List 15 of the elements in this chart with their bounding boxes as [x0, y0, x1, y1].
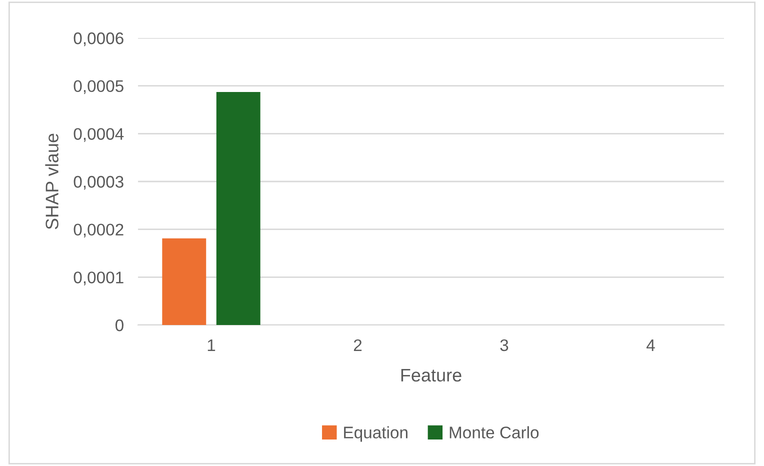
- x-axis-title: Feature: [401, 368, 462, 382]
- y-axis-title: SHAP vlaue: [45, 134, 58, 230]
- y-tick-label: 0,0005: [74, 80, 124, 94]
- y-tick-label: 0: [115, 319, 124, 332]
- y-tick-label: 0,0006: [74, 32, 124, 46]
- y-tick-label: 0,0004: [74, 128, 124, 142]
- y-tick-label: 0,0001: [74, 272, 124, 286]
- legend-label: Monte Carlo: [450, 426, 539, 438]
- y-tick-label: 0,0002: [74, 224, 124, 238]
- x-tick-label: 3: [500, 339, 508, 352]
- x-tick-label: 2: [354, 339, 362, 351]
- legend-label: Equation: [344, 426, 408, 442]
- y-tick-label: 0,0003: [74, 176, 124, 190]
- x-tick-label: 1: [208, 340, 216, 351]
- x-tick-label: 4: [646, 340, 655, 351]
